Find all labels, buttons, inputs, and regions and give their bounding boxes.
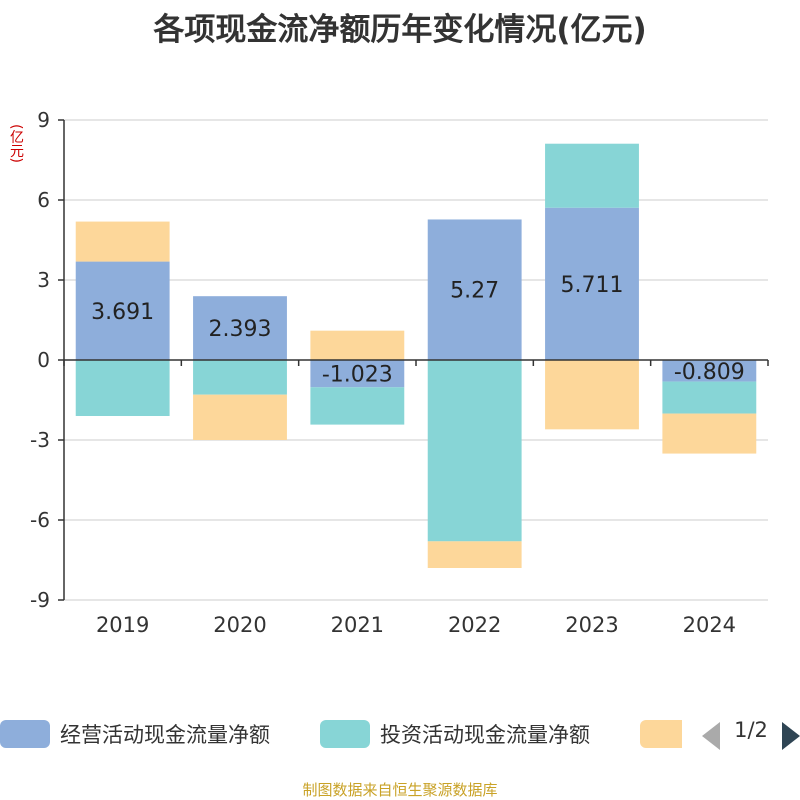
bar-operating-2019 — [75, 261, 170, 360]
bar-investing-2019 — [75, 360, 170, 416]
y-tick-label: 0 — [37, 348, 50, 372]
legend-item-investing[interactable]: 投资活动现金流量净额 — [320, 714, 590, 754]
bar-operating-2020 — [193, 296, 287, 360]
y-tick-label: 6 — [37, 188, 50, 212]
bar-financing-2023 — [545, 360, 639, 430]
x-tick-label: 2022 — [448, 613, 501, 637]
bar-financing-2022 — [427, 541, 522, 568]
bar-operating-2022 — [427, 219, 522, 360]
x-tick-label: 2023 — [565, 613, 618, 637]
data-label-operating: 5.711 — [561, 273, 624, 298]
bar-investing-2022 — [427, 360, 522, 542]
legend-item-operating[interactable]: 经营活动现金流量净额 — [0, 714, 270, 754]
bar-financing-2020 — [193, 394, 287, 440]
legend-page-indicator: 1/2 — [734, 718, 768, 742]
data-label-operating: 2.393 — [209, 317, 272, 342]
x-tick-label: 2021 — [331, 613, 384, 637]
y-tick-label: 3 — [37, 268, 50, 292]
bar-financing-2019 — [75, 221, 170, 262]
bar-operating-2024 — [662, 360, 757, 382]
x-tick-label: 2020 — [213, 613, 266, 637]
legend-swatch-financing — [640, 720, 682, 748]
bar-operating-2023 — [545, 207, 639, 360]
data-source-note: 制图数据来自恒生聚源数据库 — [302, 781, 498, 799]
x-tick-label: 2024 — [683, 613, 736, 637]
data-label-operating: -1.023 — [322, 363, 393, 388]
legend-swatch-investing — [320, 720, 370, 748]
y-tick-label: -3 — [30, 428, 50, 452]
bar-financing-2024 — [662, 413, 757, 454]
legend-next-page-icon[interactable] — [782, 722, 800, 750]
legend-swatch-operating — [0, 720, 50, 748]
bar-operating-2021 — [310, 360, 405, 388]
legend-label-operating: 经营活动现金流量净额 — [60, 723, 270, 747]
legend-item-financing[interactable] — [640, 714, 682, 754]
data-label-operating: 5.27 — [450, 279, 499, 304]
bar-investing-2021 — [310, 387, 405, 425]
bar-financing-2021 — [310, 330, 405, 360]
data-label-operating: 3.691 — [91, 300, 154, 325]
y-axis-unit-label: (亿元) — [8, 123, 24, 163]
bar-investing-2020 — [193, 360, 287, 395]
y-tick-label: 9 — [37, 108, 50, 132]
legend-label-investing: 投资活动现金流量净额 — [380, 723, 590, 747]
chart-title: 各项现金流净额历年变化情况(亿元) — [153, 12, 647, 48]
bar-investing-2024 — [662, 381, 757, 414]
legend-prev-page-icon[interactable] — [702, 722, 720, 750]
y-tick-label: -9 — [30, 588, 50, 612]
x-tick-label: 2019 — [96, 613, 149, 637]
legend: 经营活动现金流量净额 投资活动现金流量净额 — [0, 714, 800, 754]
y-tick-label: -6 — [30, 508, 50, 532]
bar-investing-2023 — [545, 143, 639, 208]
data-label-operating: -0.809 — [674, 360, 745, 385]
